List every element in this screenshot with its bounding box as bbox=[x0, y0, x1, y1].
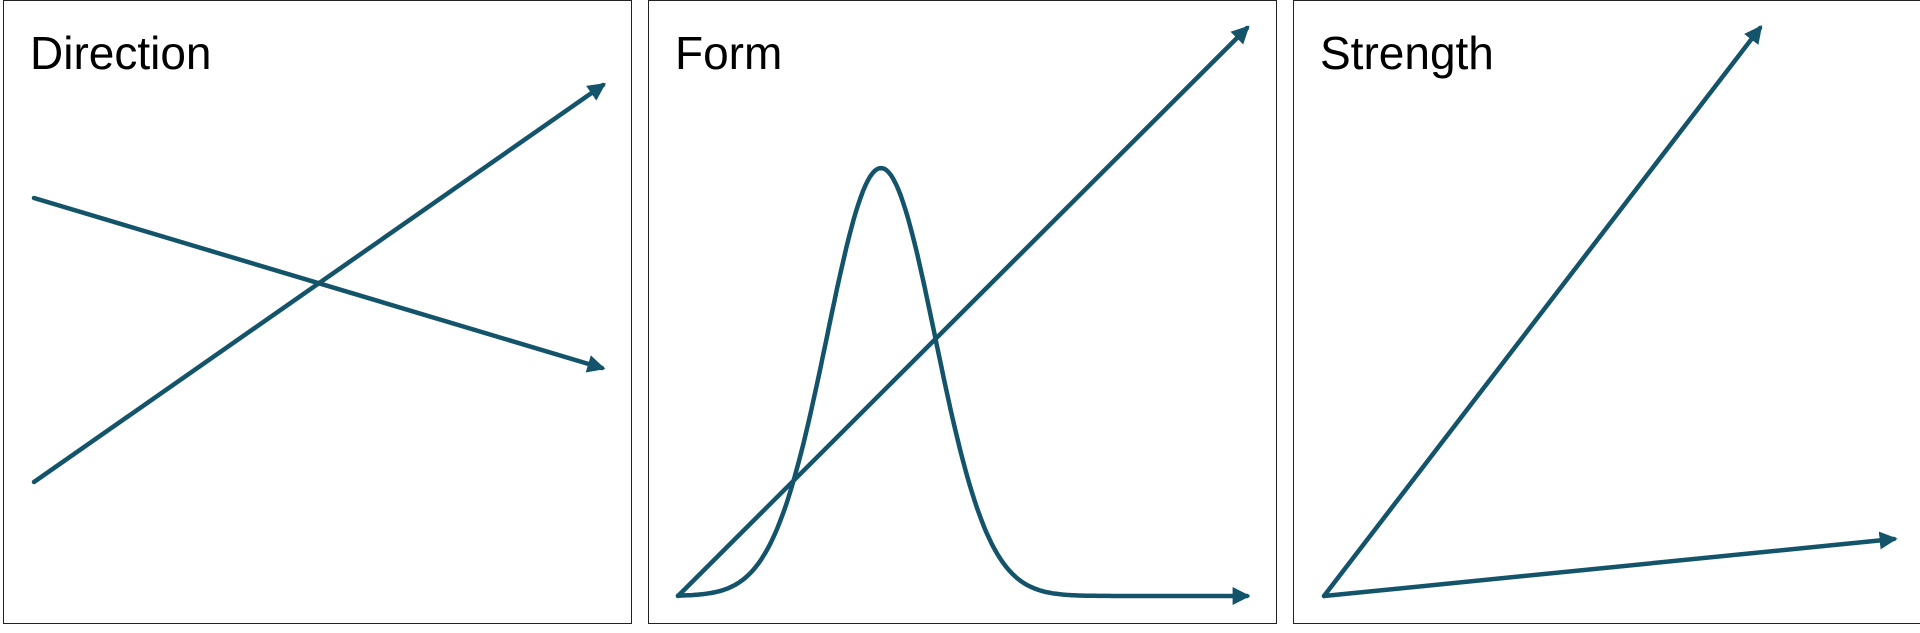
strength-diagram bbox=[1321, 25, 1898, 599]
panel-title-direction: Direction bbox=[30, 27, 212, 79]
linear-form-arrow bbox=[675, 25, 1250, 599]
panel-form: Form bbox=[648, 0, 1277, 624]
form-diagram bbox=[675, 25, 1251, 605]
panel-title-form: Form bbox=[675, 27, 783, 79]
weak-relationship-arrow bbox=[1321, 531, 1898, 599]
strong-relationship-arrow bbox=[1321, 25, 1763, 599]
panel-strength: Strength bbox=[1293, 0, 1920, 624]
panel-title-strength: Strength bbox=[1320, 27, 1494, 79]
direction-diagram bbox=[31, 82, 606, 485]
panel-direction: Direction bbox=[3, 0, 632, 624]
curved-form-arrow bbox=[675, 165, 1251, 605]
positive-trend-arrow bbox=[31, 82, 606, 485]
